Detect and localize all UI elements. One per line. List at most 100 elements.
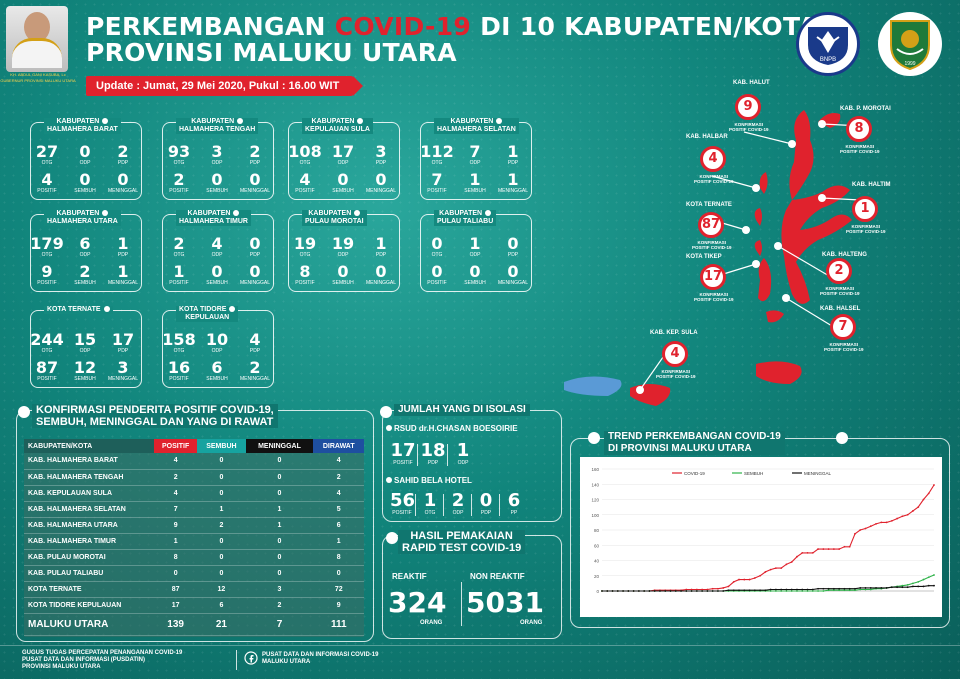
stat-value: 158 [162,330,196,349]
card-label-line2: HALMAHERA SELATAN [437,126,516,133]
isolation-value: 56 POSITIF [390,492,415,517]
caption-line2: POSITIF COVID-19 [820,291,860,296]
map-bubble-caption: KONFIRMASI POSITIF COVID-19 [656,369,696,379]
series-point [869,587,872,589]
stat-key: POSITIF [427,280,447,286]
stat-key: OTG [173,160,185,166]
region-card: KOTA TERNATE 244 OTG 15 ODP 17 PDP 87 POSITIF 12 S… [30,306,142,388]
card-label-line2: PULAU TALIABU [437,218,494,225]
stat-pdp: 2 PDP [106,144,140,167]
stat-value: 0 [211,262,223,281]
row-value: 2 [197,517,246,534]
maluku-utara-map [564,110,863,406]
footer-right-line2: MALUKU UTARA [262,659,311,665]
row-value: 9 [313,597,364,614]
series-point [780,567,783,570]
series-point [690,588,693,591]
isolation-value: 0 PDP [474,490,498,517]
series-point [859,588,862,591]
series-point [690,590,693,592]
stat-otg: 112 OTG [420,144,454,167]
stat-otg: 244 OTG [30,332,64,355]
row-name: KAB. KEPULAUAN SULA [24,485,154,502]
stat-key: MENINGGAL [239,280,270,286]
stat-value: 1 [375,234,387,253]
series-point [764,589,767,592]
y-tick-label: 20 [594,574,600,579]
stat-value: 0 [337,262,349,281]
stat-meninggal: 0 MENINGGAL [238,172,272,195]
isolation-number: 0 [479,490,493,511]
stat-value: 4 [249,330,261,349]
card-label-line2: HALMAHERA BARAT [47,126,118,133]
stat-value: 1 [173,262,185,281]
row-value: 1 [245,517,314,534]
series-point [669,590,672,592]
series-point [922,585,925,588]
stat-sembuh: 1 SEMBUH [458,172,492,195]
bullet-icon [836,432,848,444]
series-point [832,548,835,550]
row-value: 0 [245,485,314,502]
stat-key: OTG [431,160,443,166]
total-name: MALUKU UTARA [24,613,154,636]
series-point [838,548,841,550]
stat-sembuh: 0 SEMBUH [326,264,360,287]
series-point [901,586,904,589]
isolation-value: 2 ODP [446,492,470,517]
isolation-key: PDP [480,510,492,516]
stat-odp: 3 ODP [200,144,234,167]
series-point [864,587,867,589]
stat-key: ODP [211,348,223,354]
stat-odp: 0 ODP [68,144,102,167]
row-name: KAB. HALMAHERA TIMUR [24,533,154,550]
total-value: 7 [245,613,314,636]
series-point [796,555,798,558]
stat-otg: 158 OTG [162,332,196,355]
isolation-number: 6 [507,490,521,511]
stat-value: 19 [331,234,355,253]
map-region-label: KAB. HALBAR [686,134,728,140]
row-value: 0 [245,453,314,470]
legend-label: MENINGGAL [804,471,832,476]
stat-value: 0 [375,262,387,281]
series-point [927,576,930,579]
stat-meninggal: 0 MENINGGAL [238,264,272,287]
row-value: 6 [197,597,246,614]
series-point [832,589,835,592]
row-value: 0 [313,565,364,582]
stat-key: PDP [117,348,129,354]
stat-key: MENINGGAL [239,376,270,382]
isolation-divider [443,494,444,516]
card-label-line1: KABUPATEN [308,210,352,217]
row-value: 0 [197,453,246,470]
stat-key: MENINGGAL [107,188,138,194]
bullet-icon [386,532,398,544]
caption-line1: KONFIRMASI [661,369,691,374]
row-value: 4 [154,453,198,470]
stat-value: 27 [35,142,59,161]
footer-right: PUSAT DATA DAN INFORMASI COVID-19 MALUKU… [262,652,378,666]
stat-odp: 1 ODP [458,236,492,259]
table-row: KAB. PULAU MOROTAI 8 0 0 8 [24,549,364,566]
row-name: KAB. PULAU MOROTAI [24,549,154,566]
rsud-label: RSUD dr.H.CHASAN BOESOIRIE [386,424,518,433]
cases-table-header: KABUPATEN/KOTA POSITIF SEMBUH MENINGGAL … [24,439,364,453]
footer-left-line3: PROVINSI MALUKU UTARA [22,664,101,670]
stat-value: 17 [331,142,355,161]
stat-meninggal: 3 MENINGGAL [106,360,140,383]
stat-value: 244 [30,330,64,349]
series-point [848,589,851,592]
series-point [843,589,846,592]
series-point [922,578,925,581]
update-banner: Update : Jumat, 29 Mei 2020, Pukul : 16.… [86,76,364,96]
series-point [875,523,877,525]
region-card: KABUPATEN PULAU MOROTAI 19 OTG 19 ODP 1 PDP 8 POS… [288,210,400,292]
row-name: KOTA TIDORE KEPULAUAN [24,597,154,614]
series-point [890,586,893,589]
rapid-title: HASIL PEMAKAIAN RAPID TEST COVID-19 [398,530,526,554]
stat-key: PDP [117,252,129,258]
row-value: 0 [245,549,314,566]
stat-pdp: 1 PDP [106,236,140,259]
row-value: 0 [197,469,246,486]
